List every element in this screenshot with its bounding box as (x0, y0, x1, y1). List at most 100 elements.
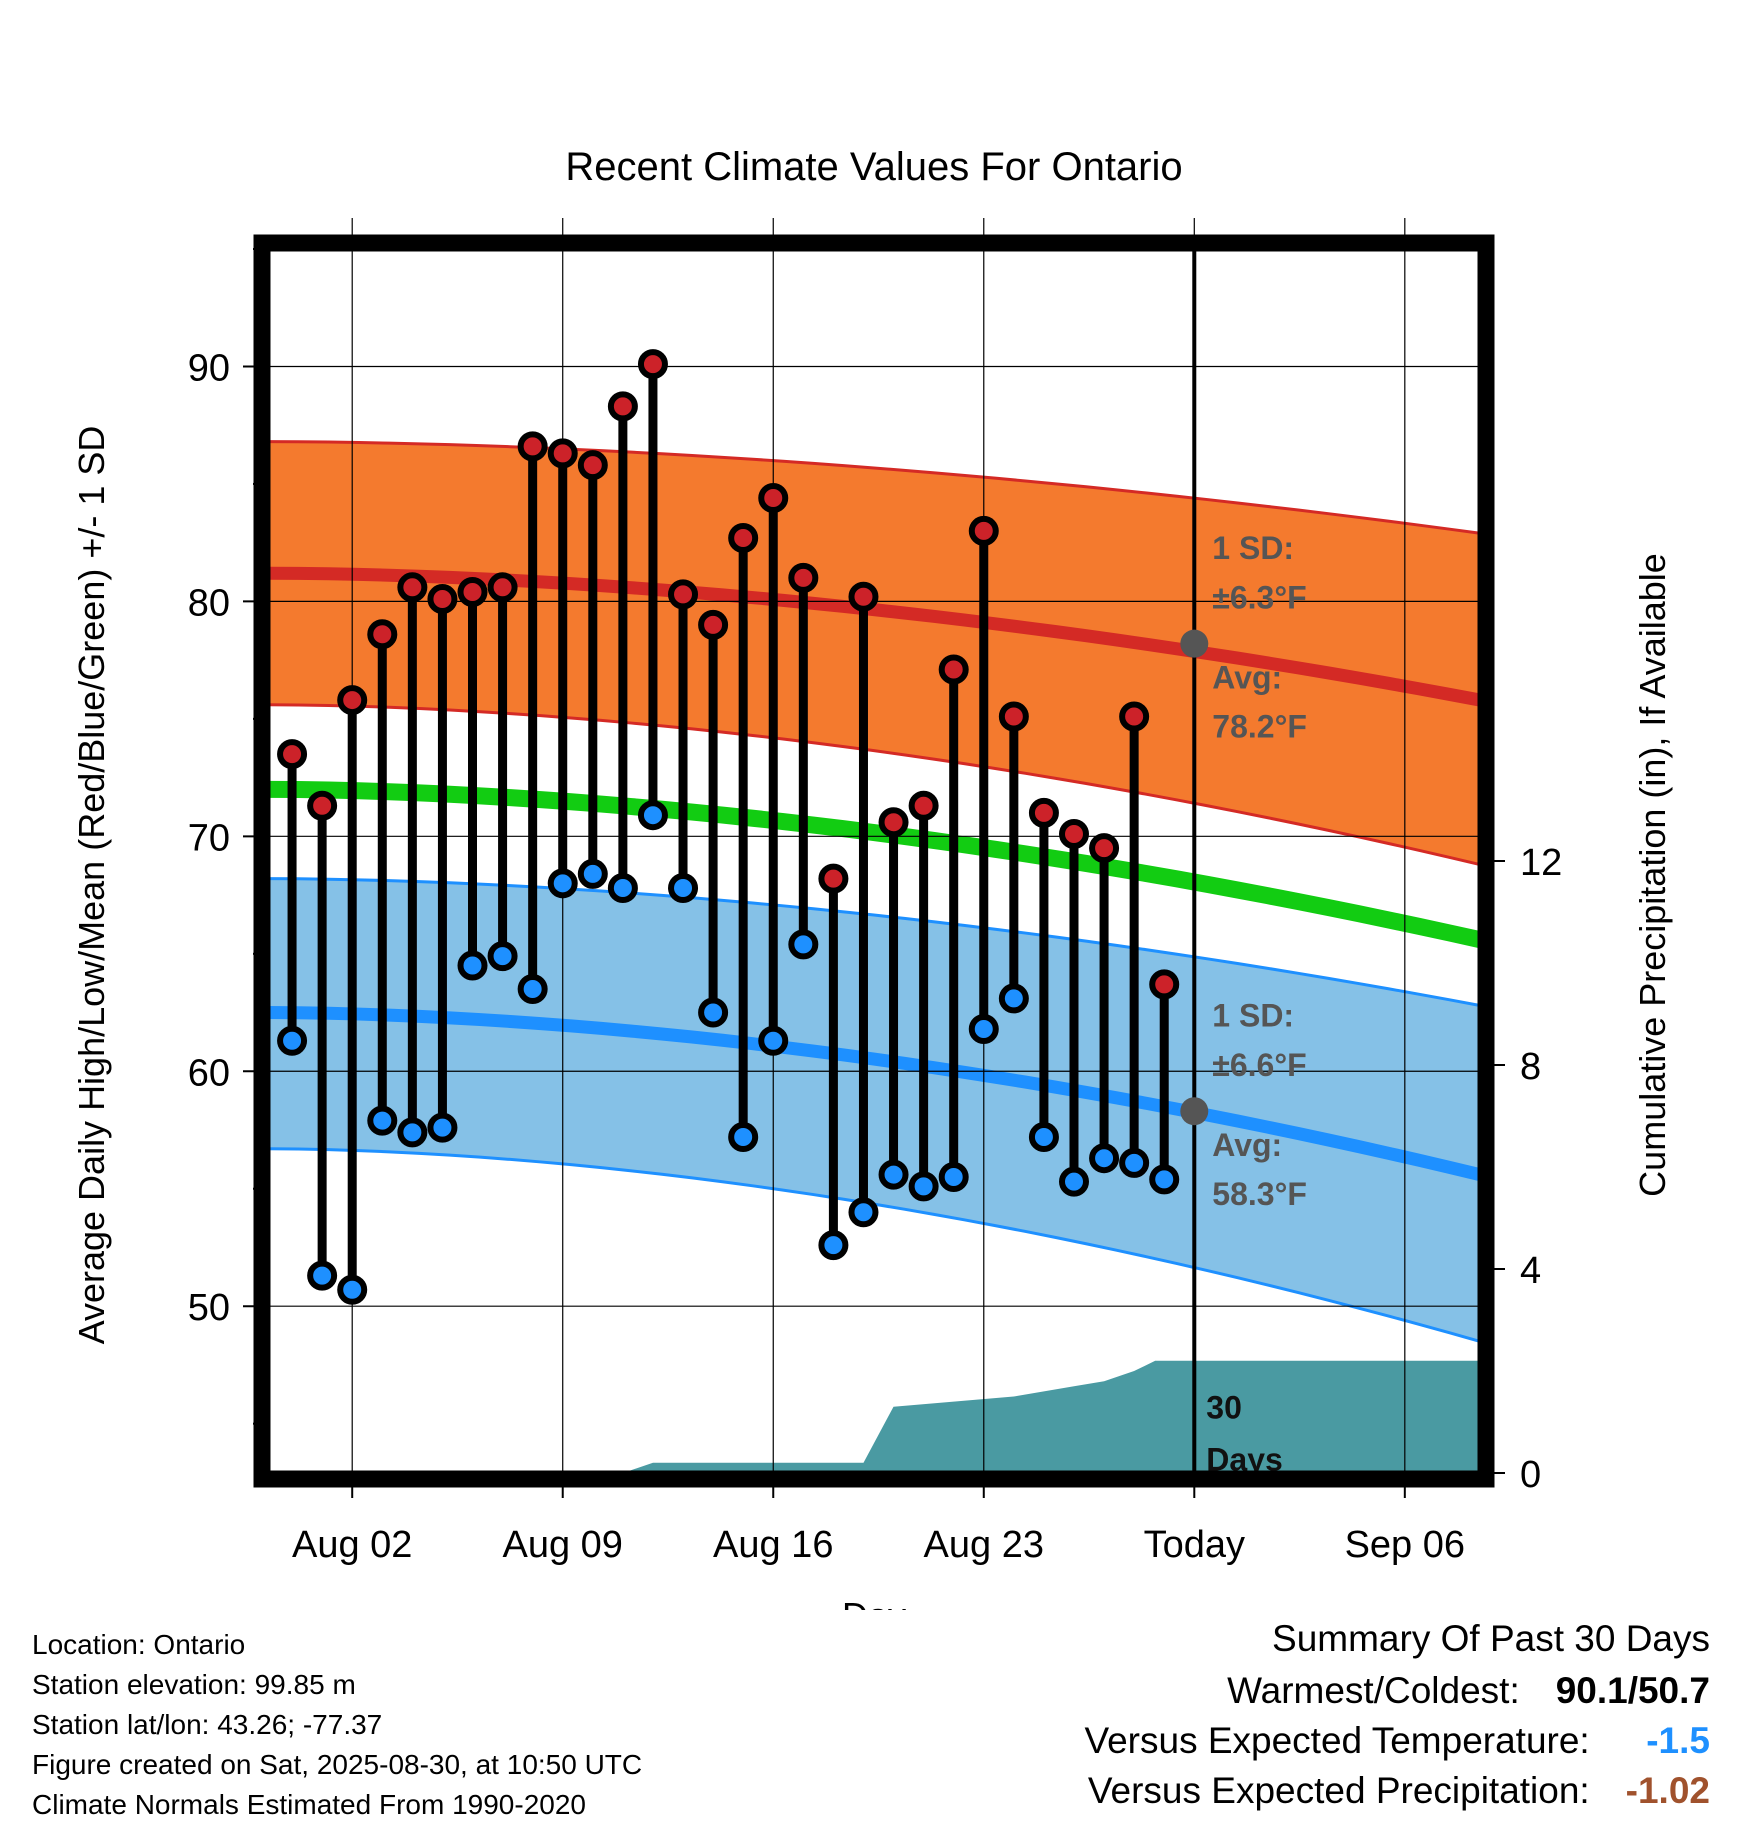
temp-vs-expected-value: -1.5 (1646, 1720, 1710, 1761)
high-sd-label: 1 SD: (1212, 530, 1294, 566)
daily-high-point (908, 790, 939, 821)
daily-high-point (878, 807, 909, 838)
daily-low-point (968, 1013, 999, 1044)
daily-high-point (517, 431, 548, 462)
warmest-coldest-row: Warmest/Coldest: 90.1/50.7 (1084, 1666, 1710, 1716)
daily-high-point (788, 562, 819, 593)
plot-area: 1 SD: ±6.3°F Avg: 78.2°F 1 SD: ±6.6°F Avg: 58.3… (188, 218, 1562, 1566)
x-tick-label: Today (1144, 1524, 1245, 1566)
daily-high-point (998, 701, 1029, 732)
days-count-number: 30 (1206, 1390, 1242, 1426)
x-axis-label: Day (842, 1595, 906, 1610)
y-axis-label-right: Cumulative Precipitation (in), If Availa… (1632, 553, 1673, 1197)
today-normal-high-marker (1180, 629, 1209, 658)
low-sd-value: ±6.6°F (1212, 1047, 1306, 1083)
daily-low-point (367, 1105, 398, 1136)
high-avg-value: 78.2°F (1212, 709, 1307, 745)
temp-vs-expected-row: Versus Expected Temperature: -1.5 (1084, 1716, 1710, 1766)
y-left-tick-label: 90 (188, 347, 230, 389)
daily-low-point (457, 950, 488, 981)
created-text: Figure created on Sat, 2025-08-30, at 10… (32, 1749, 643, 1780)
daily-low-point (758, 1025, 789, 1056)
daily-high-point (487, 572, 518, 603)
temp-vs-expected-label: Versus Expected Temperature: (1084, 1720, 1590, 1761)
daily-low-point (1119, 1147, 1150, 1178)
daily-high-point (1028, 797, 1059, 828)
daily-high-point (607, 391, 638, 422)
daily-low-point (397, 1117, 428, 1148)
daily-low-point (547, 868, 578, 899)
y-left-tick-label: 80 (188, 582, 230, 624)
daily-high-point (938, 654, 969, 685)
daily-low-point (1058, 1166, 1089, 1197)
warmest-coldest-value: 90.1/50.7 (1555, 1670, 1710, 1711)
station-info: Location: Ontario Station elevation: 99.… (32, 1625, 642, 1825)
daily-high-point (698, 609, 729, 640)
daily-low-point (427, 1112, 458, 1143)
high-sd-band-fill (268, 441, 1480, 865)
daily-high-point (728, 522, 759, 553)
daily-low-point (698, 997, 729, 1028)
location-text: Location: Ontario (32, 1629, 246, 1660)
daily-high-point (668, 579, 699, 610)
daily-low-point (307, 1260, 338, 1291)
daily-high-point (1119, 701, 1150, 732)
daily-high-point (547, 438, 578, 469)
elevation-text: Station elevation: 99.85 m (32, 1669, 356, 1700)
daily-low-point (728, 1122, 759, 1153)
y-left-tick-label: 60 (188, 1052, 230, 1094)
daily-low-point (908, 1171, 939, 1202)
y-left-tick-label: 70 (188, 817, 230, 859)
low-avg-value: 58.3°F (1212, 1176, 1307, 1212)
normal-low-line (267, 1006, 1482, 1181)
plot-frame (253, 234, 1495, 1488)
y-right-tick-label: 4 (1520, 1250, 1541, 1292)
daily-low-point (277, 1025, 308, 1056)
warmest-coldest-label: Warmest/Coldest: (1227, 1670, 1520, 1711)
daily-low-point (1028, 1122, 1059, 1153)
daily-low-point (848, 1197, 879, 1228)
x-tick-label: Sep 06 (1345, 1524, 1465, 1566)
daily-high-point (968, 515, 999, 546)
precip-area (622, 1360, 1480, 1473)
daily-low-point (998, 983, 1029, 1014)
precip-vs-expected-row: Versus Expected Precipitation: -1.02 (1084, 1766, 1710, 1816)
daily-high-point (758, 483, 789, 514)
x-tick-label: Aug 16 (713, 1524, 833, 1566)
climate-chart: Recent Climate Values For Ontario 1 SD: ±… (71, 145, 1673, 1610)
daily-low-point (637, 800, 668, 831)
daily-high-point (1149, 969, 1180, 1000)
x-tick-label: Aug 09 (503, 1524, 623, 1566)
y-right-tick-label: 0 (1520, 1454, 1541, 1496)
daily-low-point (1149, 1164, 1180, 1195)
y-left-tick-label: 50 (188, 1287, 230, 1329)
daily-high-point (277, 739, 308, 770)
y-right-tick-label: 12 (1520, 842, 1562, 884)
low-sd-label: 1 SD: (1212, 998, 1294, 1034)
summary-header: Summary Of Past 30 Days (1272, 1618, 1710, 1659)
daily-high-point (337, 685, 368, 716)
daily-high-point (577, 450, 608, 481)
latlon-text: Station lat/lon: 43.26; -77.37 (32, 1709, 383, 1740)
daily-high-point (818, 863, 849, 894)
summary-panel: Summary Of Past 30 Days Warmest/Coldest:… (1084, 1612, 1710, 1816)
daily-high-point (848, 581, 879, 612)
daily-low-point (337, 1274, 368, 1305)
daily-high-point (1058, 818, 1089, 849)
normals-text: Climate Normals Estimated From 1990-2020 (32, 1789, 586, 1820)
precip-vs-expected-label: Versus Expected Precipitation: (1087, 1770, 1590, 1811)
low-sd-band-fill (268, 878, 1480, 1342)
x-tick-label: Aug 23 (924, 1524, 1044, 1566)
daily-low-point (788, 929, 819, 960)
daily-high-point (457, 577, 488, 608)
daily-high-point (427, 584, 458, 615)
y-axis-label-left: Average Daily High/Low/Mean (Red/Blue/Gr… (71, 426, 112, 1345)
daily-low-point (1089, 1143, 1120, 1174)
high-avg-label: Avg: (1212, 659, 1282, 695)
daily-high-point (1089, 833, 1120, 864)
daily-high-point (307, 790, 338, 821)
daily-high-point (367, 619, 398, 650)
daily-low-point (607, 873, 638, 904)
high-sd-band-upper-edge (267, 440, 1481, 535)
daily-low-point (487, 941, 518, 972)
